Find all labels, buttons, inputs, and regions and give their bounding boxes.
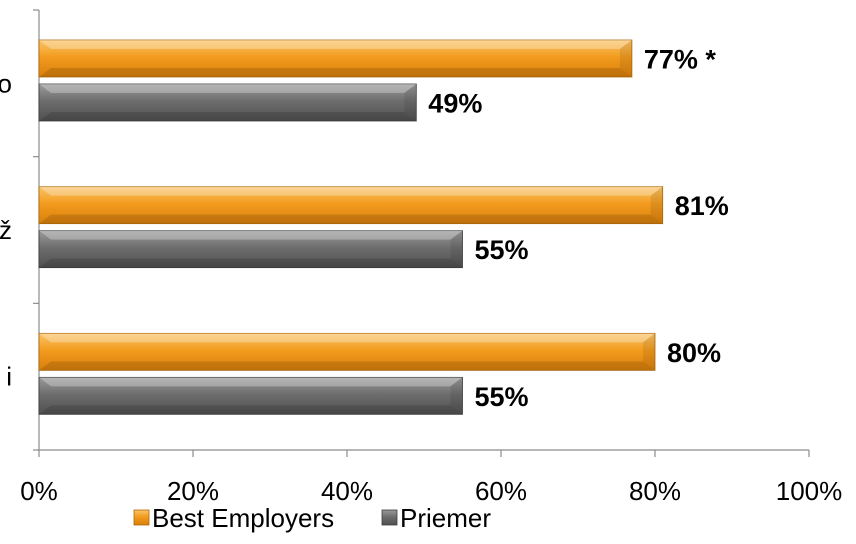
legend-item-best-employers: Best Employers (133, 503, 334, 533)
data-label: 55% (475, 235, 529, 265)
category-label: i (6, 362, 12, 392)
labels: o 77% * 49% ž 81% 55% i 80% 55% (0, 45, 729, 412)
category-label: ž (0, 215, 12, 245)
data-label: 49% (428, 89, 482, 119)
data-label: 55% (475, 382, 529, 412)
x-tick-label: 20% (167, 476, 219, 506)
axes: 0% 20% 40% 60% 80% 100% (20, 9, 843, 506)
x-tick-label: 100% (776, 476, 843, 506)
x-tick-label: 80% (629, 476, 681, 506)
x-tick-label: 40% (321, 476, 373, 506)
data-label: 77% * (644, 45, 717, 75)
legend-item-priemer: Priemer (381, 503, 491, 533)
legend-swatch (381, 509, 398, 526)
bar-priemer (38, 376, 463, 415)
bars (38, 39, 664, 415)
bar-priemer (38, 230, 463, 269)
category-label: o (0, 68, 12, 98)
legend-label: Priemer (400, 503, 491, 533)
bar-priemer (38, 83, 417, 122)
data-label: 80% (667, 338, 721, 368)
x-tick-label: 0% (20, 476, 58, 506)
bar-best-employers (38, 332, 656, 371)
bar-best-employers (38, 186, 664, 225)
x-tick-label: 60% (475, 476, 527, 506)
legend: Best Employers Priemer (133, 503, 491, 533)
bar-best-employers (38, 39, 633, 78)
legend-label: Best Employers (152, 503, 334, 533)
legend-swatch (133, 509, 150, 526)
data-label: 81% (675, 191, 729, 221)
